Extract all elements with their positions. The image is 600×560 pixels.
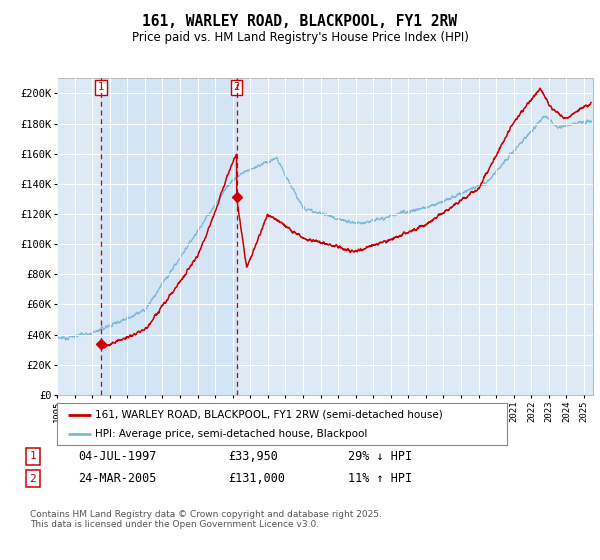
Text: 2: 2 [233, 82, 239, 92]
Text: 1: 1 [98, 82, 104, 92]
Bar [101, 78, 236, 395]
Text: 11% ↑ HPI: 11% ↑ HPI [348, 472, 412, 486]
Text: 161, WARLEY ROAD, BLACKPOOL, FY1 2RW: 161, WARLEY ROAD, BLACKPOOL, FY1 2RW [143, 14, 458, 29]
Text: 2: 2 [29, 474, 37, 484]
Text: Price paid vs. HM Land Registry's House Price Index (HPI): Price paid vs. HM Land Registry's House … [131, 31, 469, 44]
Text: 1: 1 [29, 451, 37, 461]
Text: HPI: Average price, semi-detached house, Blackpool: HPI: Average price, semi-detached house,… [95, 429, 368, 439]
Text: 04-JUL-1997: 04-JUL-1997 [78, 450, 157, 463]
Text: 24-MAR-2005: 24-MAR-2005 [78, 472, 157, 486]
Text: Contains HM Land Registry data © Crown copyright and database right 2025.
This d: Contains HM Land Registry data © Crown c… [30, 510, 382, 529]
Text: 29% ↓ HPI: 29% ↓ HPI [348, 450, 412, 463]
Text: £131,000: £131,000 [228, 472, 285, 486]
Text: 161, WARLEY ROAD, BLACKPOOL, FY1 2RW (semi-detached house): 161, WARLEY ROAD, BLACKPOOL, FY1 2RW (se… [95, 409, 443, 419]
Text: £33,950: £33,950 [228, 450, 278, 463]
